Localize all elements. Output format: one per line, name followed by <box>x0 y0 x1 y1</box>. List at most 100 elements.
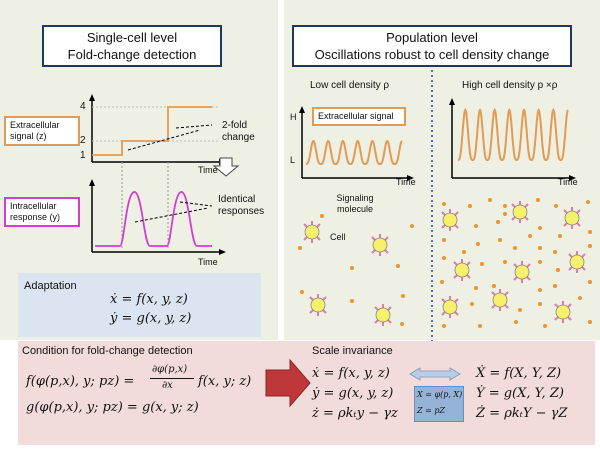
molecule-dot <box>488 198 492 202</box>
cell-icon <box>513 261 531 283</box>
molecule-dot <box>556 268 560 272</box>
molecule-dot <box>514 320 518 324</box>
condition-title: Condition for fold-change detection <box>22 345 193 357</box>
transform-2: Z = pZ <box>417 406 446 415</box>
molecule-dot <box>350 299 354 303</box>
molecule-dot <box>496 220 500 224</box>
cell-icon <box>554 301 572 323</box>
molecule-dot <box>588 280 592 284</box>
cell-icon <box>374 304 392 326</box>
molecule-dot <box>553 250 557 254</box>
si-right-3: Ż = ρkₜY − γZ <box>476 406 568 421</box>
molecule-dot <box>578 296 582 300</box>
condition-eq-1-lhs: f(φ(p,x), y; pz) = <box>26 374 135 389</box>
molecule-dot <box>538 226 542 230</box>
single-cell-title: Single-cell level Fold-change detection <box>42 25 222 67</box>
molecule-dot <box>474 224 478 228</box>
molecule-dot <box>350 266 354 270</box>
si-left-1: ẋ = f(x, y, z) <box>312 366 390 381</box>
cell-label: Cell <box>330 232 346 242</box>
cell-icon <box>491 289 509 311</box>
molecule-dot <box>543 324 547 328</box>
si-left-2: ẏ = g(x, y, z) <box>312 386 394 401</box>
molecule-dot <box>538 288 542 292</box>
population-title: Population level Oscillations robust to c… <box>292 25 572 67</box>
molecule-dot <box>470 302 474 306</box>
condition-eq-1-num: ∂φ(p,x) <box>152 364 188 375</box>
si-right-2: Ẏ = g(X, Y, Z) <box>476 386 564 401</box>
molecule-dot <box>442 238 446 242</box>
cell-icon <box>303 221 321 243</box>
extracellular-signal-box: Extracellular signal <box>312 107 406 126</box>
molecule-dot <box>476 242 480 246</box>
extracellular-signal-label: Extracellular signal (z) <box>4 116 80 146</box>
cell-icon <box>441 296 459 318</box>
molecule-dot <box>442 324 446 328</box>
tick-1: 1 <box>80 150 86 161</box>
time-high: Time <box>558 177 578 187</box>
adaptation-box <box>18 273 261 337</box>
molecule-dot <box>588 230 592 234</box>
axis-H: H <box>290 112 297 122</box>
molecule-dot <box>442 202 446 206</box>
molecule-dot <box>503 212 507 216</box>
condition-eq-1-den: ∂x <box>162 380 173 391</box>
condition-eq-1-rhs: f(x, y; z) <box>198 374 252 389</box>
si-right-1: Ẋ = f(X, Y, Z) <box>476 366 562 381</box>
molecule-dot <box>586 200 590 204</box>
transform-1: X = φ(p, X) <box>417 390 463 399</box>
molecule-dot <box>554 204 558 208</box>
molecule-dot <box>503 260 507 264</box>
signaling-molecule-label: Signaling molecule <box>336 193 374 214</box>
molecule-dot <box>498 238 502 242</box>
cell-icon <box>441 209 459 231</box>
molecule-dot <box>474 286 478 290</box>
cell-icon <box>563 207 581 229</box>
intracellular-response-label: Intracellular response (y) <box>4 197 80 227</box>
molecule-dot <box>588 320 592 324</box>
condition-eq-2: g(φ(p,x), y; pz) = g(x, y; z) <box>26 400 199 415</box>
molecule-dot <box>538 302 542 306</box>
molecule-dot <box>503 204 507 208</box>
high-density-label: High cell density p ×ρ <box>462 80 558 91</box>
tick-4: 4 <box>80 101 86 112</box>
time-label-2: Time <box>198 257 218 267</box>
molecule-dot <box>462 250 466 254</box>
cell-icon <box>453 259 471 281</box>
molecule-dot <box>518 308 522 312</box>
low-density-label: Low cell density ρ <box>310 80 390 91</box>
molecule-dot <box>298 246 302 250</box>
adaptation-eq-2: ẏ = g(x, y, z) <box>110 311 192 326</box>
cell-icon <box>371 234 389 256</box>
molecule-dot <box>513 246 517 250</box>
molecule-dot <box>538 260 542 264</box>
molecule-dot <box>300 290 304 294</box>
molecule-dot <box>410 224 414 228</box>
condition-box <box>18 341 595 445</box>
molecule-dot <box>538 246 542 250</box>
axis-L: L <box>290 155 296 165</box>
molecule-dot <box>478 324 482 328</box>
molecule-dot <box>320 214 324 218</box>
molecule-dot <box>536 198 540 202</box>
adaptation-eq-1: ẋ = f(x, y, z) <box>110 292 188 307</box>
molecule-dot <box>558 234 562 238</box>
molecule-dot <box>492 284 496 288</box>
fraction-bar <box>150 378 194 379</box>
cell-icon <box>511 201 529 223</box>
molecule-dot <box>553 284 557 288</box>
molecule-dot <box>442 256 446 260</box>
scale-invariance-title: Scale invariance <box>312 345 393 357</box>
two-fold-change: 2-fold change <box>222 120 255 143</box>
cell-icon <box>309 294 327 316</box>
molecule-dot <box>400 322 404 326</box>
molecule-dot <box>588 244 592 248</box>
time-label-1: Time <box>198 165 218 175</box>
molecule-dot <box>480 262 484 266</box>
tick-2: 2 <box>80 135 86 146</box>
molecule-dot <box>440 280 444 284</box>
